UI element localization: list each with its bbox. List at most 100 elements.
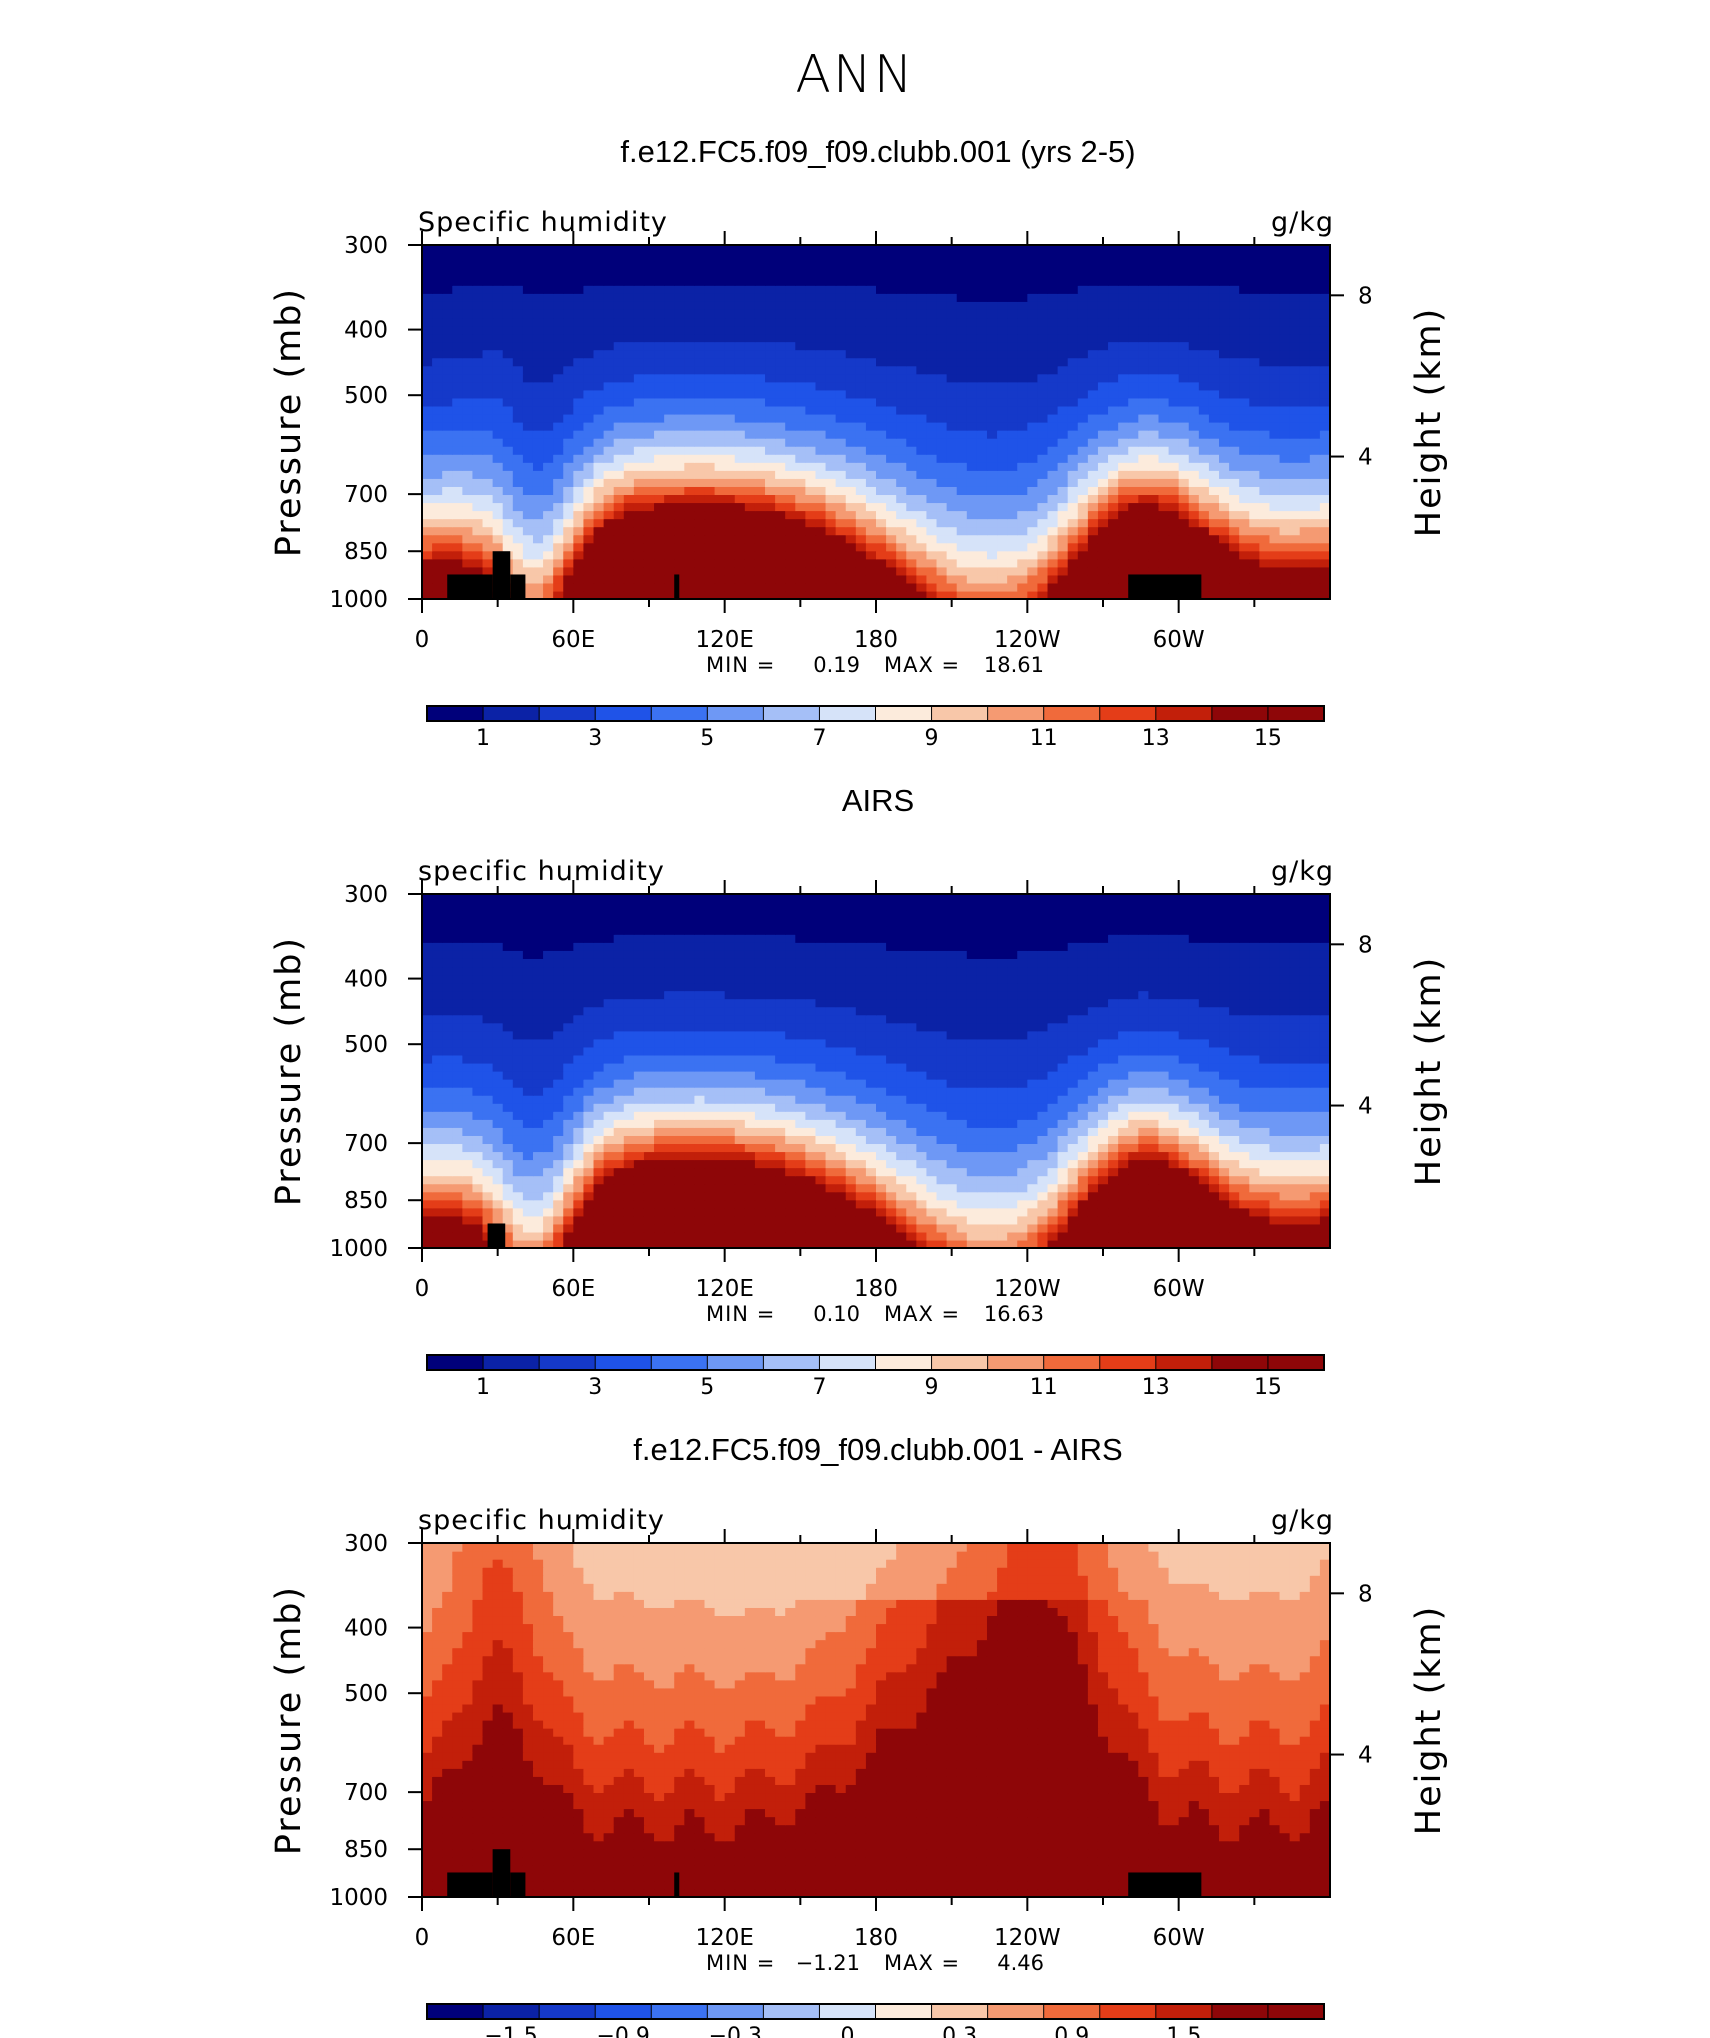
field-cell	[1239, 301, 1250, 310]
field-cell	[502, 1159, 514, 1169]
field-cell	[543, 245, 554, 254]
field-cell	[1057, 566, 1069, 576]
field-cell	[674, 566, 685, 576]
field-cell	[1249, 478, 1260, 487]
field-cell	[785, 446, 796, 455]
field-cell	[482, 1183, 494, 1193]
x-tick-label: 60W	[1153, 627, 1205, 653]
field-cell	[916, 446, 928, 455]
field-cell	[926, 1239, 938, 1249]
colorbar-label: 15	[1254, 726, 1282, 751]
field-cell	[1037, 494, 1049, 504]
field-cell	[1097, 510, 1109, 520]
field-cell	[1017, 1215, 1028, 1225]
field-cell	[1037, 550, 1049, 560]
field-cell	[1229, 1183, 1240, 1193]
field-cell	[1229, 285, 1240, 294]
field-cell	[442, 293, 453, 302]
field-cell	[512, 333, 524, 343]
field-cell	[502, 245, 514, 254]
field-cell	[1057, 502, 1069, 512]
field-cell	[1128, 438, 1139, 447]
field-cell	[785, 550, 796, 560]
field-cell	[613, 285, 625, 294]
field-cell	[1299, 397, 1311, 407]
field-cell	[886, 446, 897, 455]
field-cell	[1067, 526, 1079, 536]
field-cell	[805, 1167, 817, 1177]
field-cell	[502, 494, 514, 504]
field-cell	[966, 397, 978, 407]
field-cell	[1027, 269, 1039, 278]
field-cell	[845, 422, 857, 431]
field-cell	[583, 534, 595, 544]
field-cell	[956, 1239, 968, 1249]
field-cell	[754, 405, 766, 415]
field-cell	[1077, 325, 1089, 335]
field-cell	[593, 365, 605, 375]
field-cell	[896, 1215, 907, 1225]
field-cell	[744, 1191, 756, 1201]
field-cell	[462, 558, 474, 568]
field-cell	[432, 1239, 443, 1249]
field-cell	[956, 253, 968, 262]
field-cell	[704, 269, 716, 278]
field-cell	[1229, 389, 1240, 399]
field-cell	[1128, 373, 1139, 383]
field-cell	[754, 430, 766, 439]
field-cell	[422, 293, 433, 302]
field-cell	[986, 245, 998, 254]
field-cell	[1198, 566, 1210, 576]
field-cell	[472, 397, 484, 407]
field-cell	[492, 478, 504, 487]
field-cell	[775, 550, 786, 560]
field-cell	[1319, 430, 1331, 439]
field-cell	[997, 317, 1008, 327]
field-cell	[1229, 430, 1240, 439]
field-cell	[1108, 357, 1119, 367]
field-cell	[1229, 365, 1240, 375]
field-cell	[613, 486, 625, 496]
field-cell	[1229, 357, 1240, 367]
field-cell	[805, 309, 817, 319]
field-cell	[522, 526, 534, 536]
field-cell	[492, 397, 504, 407]
field-cell	[1299, 470, 1311, 479]
field-cell	[926, 413, 938, 423]
field-cell	[603, 405, 615, 415]
field-cell	[1158, 430, 1170, 439]
field-cell	[1148, 381, 1160, 391]
field-cell	[845, 1239, 857, 1249]
field-cell	[1097, 1231, 1109, 1241]
field-cell	[694, 349, 706, 359]
field-cell	[734, 333, 746, 343]
field-cell	[1279, 261, 1291, 270]
field-cell	[563, 309, 574, 319]
field-cell	[744, 454, 756, 463]
field-cell	[1057, 293, 1069, 302]
field-cell	[1027, 381, 1039, 391]
field-cell	[1047, 405, 1059, 415]
field-cell	[724, 526, 736, 536]
field-cell	[734, 1167, 746, 1177]
field-cell	[1188, 317, 1200, 327]
field-cell	[613, 574, 625, 584]
field-cell	[664, 430, 675, 439]
field-cell	[714, 277, 726, 286]
field-cell	[785, 301, 796, 310]
field-cell	[573, 381, 585, 391]
field-cell	[1087, 526, 1099, 536]
field-cell	[1198, 438, 1210, 447]
field-cell	[573, 405, 585, 415]
field-cell	[633, 486, 645, 496]
field-cell	[633, 1167, 645, 1177]
field-cell	[704, 446, 716, 455]
field-cell	[815, 1167, 827, 1177]
field-cell	[815, 309, 827, 319]
field-cell	[845, 1207, 857, 1217]
field-cell	[906, 269, 917, 278]
field-cell	[1309, 494, 1321, 504]
field-cell	[1118, 1215, 1129, 1225]
field-cell	[603, 261, 615, 270]
field-cell	[1188, 413, 1200, 423]
